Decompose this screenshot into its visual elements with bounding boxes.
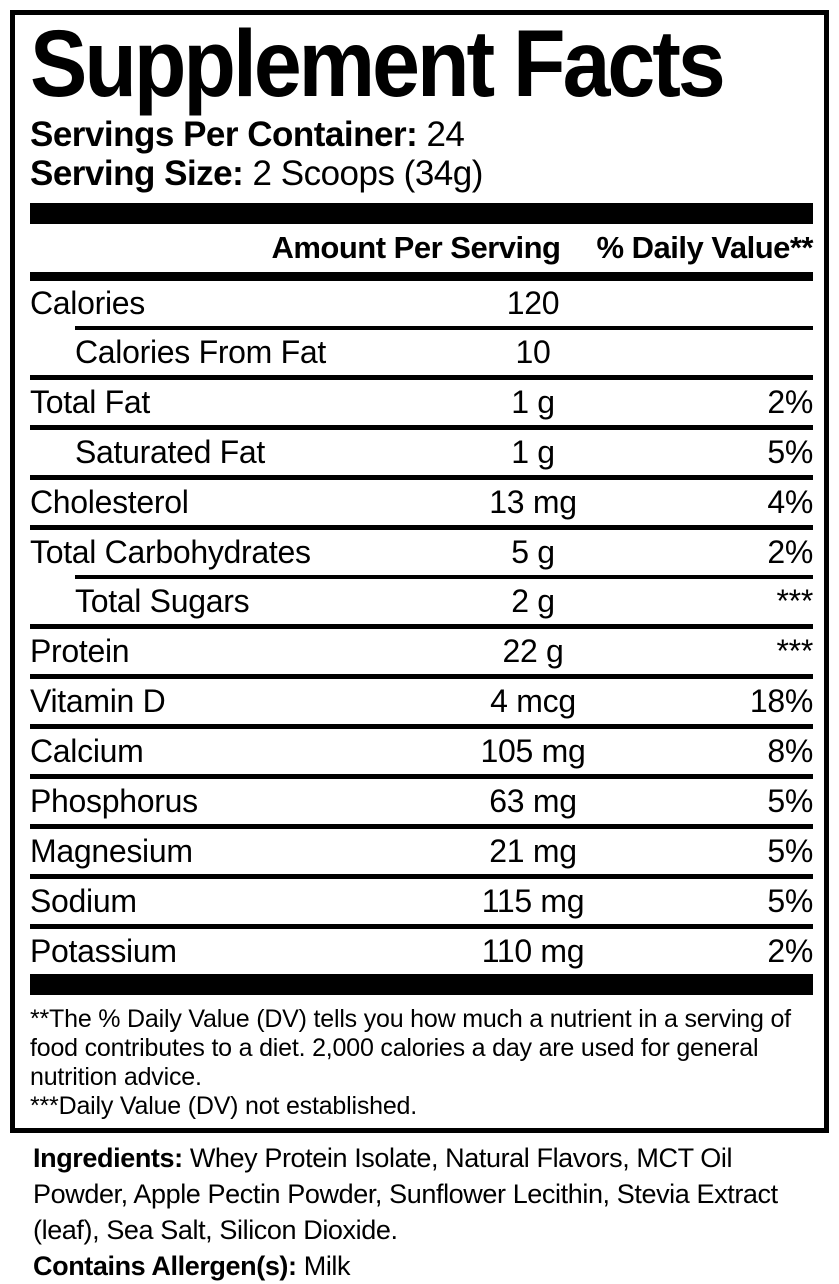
row-separator: [30, 774, 813, 779]
allergen-label: Contains Allergen(s):: [33, 1251, 297, 1281]
row-separator: [30, 924, 813, 929]
table-row: Sodium 115 mg 5%: [30, 879, 813, 924]
nutrient-name: Magnesium: [30, 833, 193, 869]
nutrient-daily-value: 2%: [767, 384, 813, 420]
table-row: Calories 120: [30, 281, 813, 326]
footnotes: **The % Daily Value (DV) tells you how m…: [30, 1005, 813, 1121]
row-separator: [30, 874, 813, 879]
serving-size-label: Serving Size:: [30, 154, 244, 193]
table-row: Protein 22 g ***: [30, 629, 813, 674]
nutrient-name: Saturated Fat: [75, 434, 265, 470]
nutrient-daily-value: 4%: [767, 484, 813, 520]
nutrient-amount: 1 g: [511, 434, 555, 470]
nutrient-daily-value: ***: [776, 633, 814, 669]
row-separator: [30, 375, 813, 380]
nutrient-rows: Calories 120 Calories From Fat 10 Total Fat 1…: [30, 281, 813, 974]
nutrient-name: Total Carbohydrates: [30, 534, 311, 570]
panel-title: Supplement Facts: [30, 11, 726, 118]
row-separator: [75, 575, 813, 579]
nutrient-amount: 10: [515, 334, 551, 370]
nutrient-name: Calories From Fat: [75, 334, 326, 370]
allergen-line: Contains Allergen(s): Milk: [33, 1248, 819, 1284]
nutrient-name: Calcium: [30, 733, 144, 769]
servings-per-container-value: 24: [426, 115, 465, 154]
nutrient-amount: 13 mg: [489, 484, 577, 520]
header-rule: [30, 272, 813, 281]
nutrient-daily-value: 2%: [767, 933, 813, 969]
nutrient-amount: 110 mg: [481, 933, 585, 969]
nutrient-amount: 4 mcg: [490, 683, 576, 719]
row-separator: [30, 475, 813, 480]
ingredients-section: Ingredients: Whey Protein Isolate, Natur…: [33, 1140, 819, 1284]
row-separator: [30, 425, 813, 430]
nutrient-amount: 120: [506, 285, 560, 321]
table-row: Total Sugars 2 g ***: [30, 579, 813, 624]
serving-size-line: Serving Size: 2 Scoops (34g): [30, 154, 813, 193]
nutrient-name: Phosphorus: [30, 783, 198, 819]
separator-bar-bottom: [30, 974, 813, 995]
nutrient-daily-value: 5%: [767, 783, 813, 819]
nutrient-amount: 5 g: [511, 534, 555, 570]
nutrient-name: Potassium: [30, 933, 177, 969]
nutrient-daily-value: 5%: [767, 833, 813, 869]
table-row: Calcium 105 mg 8%: [30, 729, 813, 774]
nutrient-amount: 21 mg: [489, 833, 577, 869]
separator-bar-top: [30, 203, 813, 224]
ingredients-label: Ingredients:: [33, 1143, 183, 1173]
row-separator: [30, 824, 813, 829]
table-row: Total Fat 1 g 2%: [30, 380, 813, 425]
table-row: Vitamin D 4 mcg 18%: [30, 679, 813, 724]
nutrient-name: Total Fat: [30, 384, 151, 420]
nutrient-daily-value: 5%: [767, 883, 813, 919]
serving-size-value: 2 Scoops (34g): [252, 154, 484, 193]
nutrient-daily-value: ***: [776, 583, 814, 619]
servings-per-container-label: Servings Per Container:: [30, 115, 418, 154]
nutrient-amount: 63 mg: [489, 783, 577, 819]
table-row: Total Carbohydrates 5 g 2%: [30, 530, 813, 575]
table-row: Magnesium 21 mg 5%: [30, 829, 813, 874]
row-separator: [30, 724, 813, 729]
nutrient-daily-value: 18%: [749, 683, 813, 719]
nutrient-name: Cholesterol: [30, 484, 189, 520]
table-row: Potassium 110 mg 2%: [30, 929, 813, 974]
row-separator: [30, 525, 813, 530]
table-header: Amount Per Serving % Daily Value**: [30, 224, 813, 272]
nutrient-amount: 115 mg: [481, 883, 585, 919]
nutrient-daily-value: 5%: [767, 434, 813, 470]
table-row: Calories From Fat 10: [30, 330, 813, 375]
ingredients-line: Ingredients: Whey Protein Isolate, Natur…: [33, 1140, 819, 1248]
amount-per-serving-header: Amount Per Serving: [271, 230, 561, 265]
nutrient-amount: 22 g: [502, 633, 564, 669]
nutrient-amount: 2 g: [511, 583, 555, 619]
row-separator: [75, 326, 813, 330]
table-row: Cholesterol 13 mg 4%: [30, 480, 813, 525]
row-separator: [30, 674, 813, 679]
table-row: Phosphorus 63 mg 5%: [30, 779, 813, 824]
daily-value-header: % Daily Value**: [596, 230, 813, 265]
table-row: Saturated Fat 1 g 5%: [30, 430, 813, 475]
nutrient-name: Protein: [30, 633, 130, 669]
supplement-facts-panel: Supplement Facts Servings Per Container:…: [10, 10, 829, 1133]
nutrient-name: Sodium: [30, 883, 137, 919]
nutrient-amount: 1 g: [511, 384, 555, 420]
allergen-value: Milk: [303, 1251, 351, 1281]
nutrient-amount: 105 mg: [480, 733, 586, 769]
nutrient-daily-value: 8%: [767, 733, 813, 769]
nutrient-name: Calories: [30, 285, 145, 321]
row-separator: [30, 624, 813, 629]
nutrient-daily-value: 2%: [767, 534, 813, 570]
nutrient-name: Vitamin D: [30, 683, 166, 719]
nutrient-name: Total Sugars: [75, 583, 250, 619]
daily-value-footnote: **The % Daily Value (DV) tells you how m…: [30, 1005, 791, 1091]
not-established-footnote: ***Daily Value (DV) not established.: [30, 1092, 417, 1120]
servings-per-container-line: Servings Per Container: 24: [30, 115, 813, 154]
ingredients-list: Whey Protein Isolate, Natural Flavors, M…: [33, 1143, 778, 1245]
